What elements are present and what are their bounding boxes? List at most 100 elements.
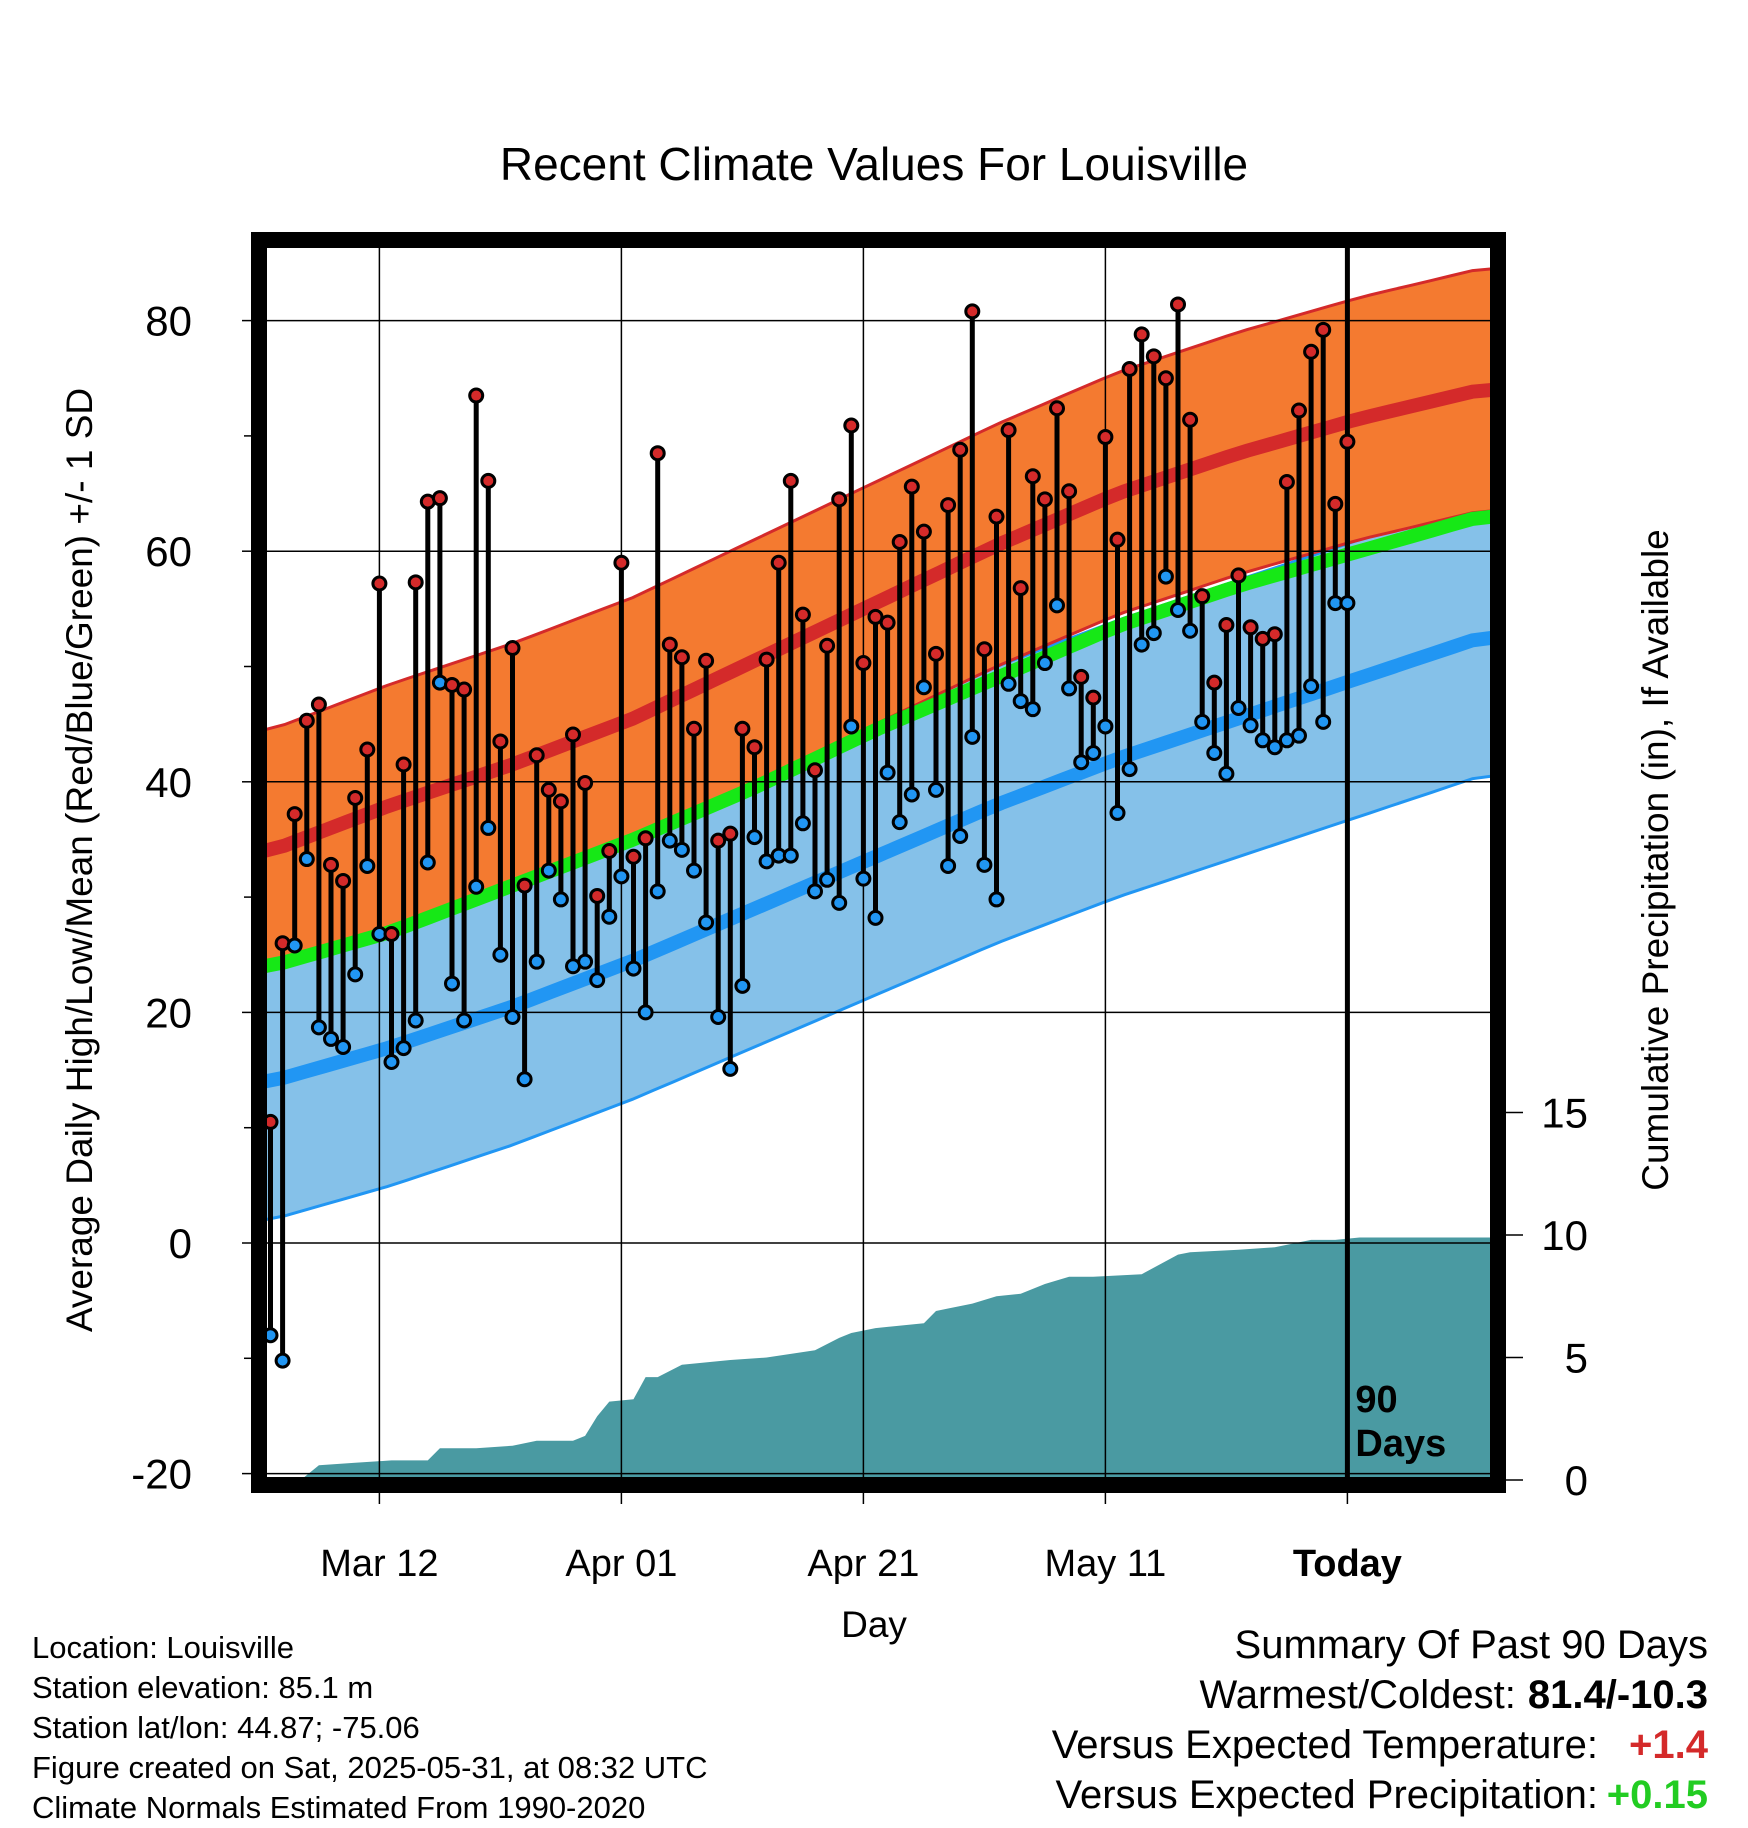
obs-high-point (431, 490, 448, 507)
obs-high-point (976, 641, 993, 658)
obs-high-point (1339, 433, 1356, 450)
obs-high-point (722, 825, 739, 842)
obs-high-point (686, 720, 702, 737)
obs-high-point (1085, 689, 1102, 706)
obs-low-point (649, 883, 666, 900)
chart-title: Recent Climate Values For Louisville (500, 138, 1248, 190)
obs-high-point (1291, 402, 1307, 419)
obs-low-point (1230, 700, 1247, 717)
obs-low-point (879, 764, 896, 781)
obs-low-point (1109, 804, 1126, 821)
obs-high-point (819, 637, 836, 654)
precip-area (300, 1237, 1493, 1480)
obs-high-point (794, 606, 811, 623)
obs-high-point (468, 387, 485, 404)
obs-high-point (891, 533, 908, 550)
obs-high-point (710, 832, 727, 849)
obs-low-point (1206, 744, 1223, 761)
station-info: Location: Louisville Station elevation: … (32, 1628, 708, 1828)
obs-high-point (1109, 531, 1126, 548)
obs-high-point (782, 472, 799, 489)
obs-low-point (1012, 693, 1029, 710)
obs-low-point (468, 878, 485, 895)
obs-high-point (867, 608, 884, 625)
precip-value: +0.15 (1606, 1773, 1708, 1817)
obs-low-point (891, 814, 908, 831)
obs-low-point (540, 862, 557, 879)
latlon-text: Station lat/lon: 44.87; -75.06 (32, 1710, 420, 1745)
obs-high-point (1303, 343, 1320, 360)
y-axis-right-label: Cumulative Precipitation (in), If Availa… (1635, 529, 1676, 1191)
obs-high-point (347, 789, 364, 806)
obs-low-point (1097, 718, 1114, 735)
obs-low-point (274, 1352, 291, 1369)
obs-low-point (1157, 568, 1174, 585)
obs-high-point (625, 848, 642, 865)
obs-high-point (577, 774, 594, 791)
x-tick-label: Apr 01 (565, 1543, 677, 1585)
obs-low-point (589, 972, 606, 989)
obs-high-point (698, 652, 715, 669)
obs-low-point (843, 718, 860, 735)
obs-high-point (673, 649, 690, 666)
obs-high-point (601, 842, 618, 859)
obs-low-point (1315, 713, 1332, 730)
location-text: Location: Louisville (32, 1630, 294, 1665)
obs-low-point (419, 854, 436, 871)
obs-high-point (589, 887, 606, 904)
obs-low-point (625, 960, 642, 977)
y-tick-label: -20 (131, 1451, 192, 1498)
obs-high-point (1266, 626, 1283, 643)
obs-high-point (1097, 429, 1114, 446)
plot-area (264, 245, 1493, 1480)
obs-low-point (867, 909, 884, 926)
today-days-label: 90 (1355, 1379, 1397, 1421)
obs-low-point (1182, 622, 1199, 639)
obs-high-point (1000, 422, 1017, 439)
obs-high-point (1145, 348, 1162, 365)
obs-low-point (698, 914, 715, 931)
obs-low-point (504, 1009, 521, 1026)
temp-row: Versus Expected Temperature: +1.4 (1052, 1720, 1708, 1770)
obs-high-point (565, 726, 581, 743)
obs-high-point (395, 756, 412, 773)
obs-low-point (1073, 754, 1090, 771)
obs-low-point (1036, 655, 1053, 672)
obs-high-point (492, 733, 509, 750)
obs-high-point (1073, 668, 1090, 685)
obs-low-point (673, 841, 690, 858)
obs-low-point (1121, 761, 1138, 778)
obs-low-point (1266, 739, 1283, 756)
obs-high-point (323, 856, 339, 873)
obs-low-point (298, 851, 315, 868)
obs-high-point (734, 720, 751, 737)
obs-low-point (940, 857, 957, 874)
obs-low-point (746, 829, 763, 846)
y-tick-label: 60 (145, 528, 192, 575)
obs-low-point (516, 1071, 533, 1088)
obs-high-point (516, 877, 533, 894)
obs-high-point (480, 472, 497, 489)
y-tick-label: 0 (169, 1220, 192, 1267)
x-tick-label: Mar 12 (320, 1543, 438, 1585)
obs-low-point (310, 1019, 327, 1036)
obs-high-point (456, 681, 473, 698)
obs-high-point (1242, 619, 1259, 636)
obs-low-point (1145, 625, 1162, 642)
obs-high-point (504, 640, 521, 657)
obs-low-point (964, 728, 981, 745)
obs-low-point (1194, 713, 1211, 730)
obs-low-point (1133, 636, 1150, 653)
x-tick-label: May 11 (1045, 1543, 1167, 1585)
obs-low-point (819, 871, 836, 888)
obs-high-point (879, 614, 896, 631)
y-tick-label: 20 (145, 989, 192, 1036)
obs-low-point (601, 908, 618, 925)
x-tick-label: Apr 21 (807, 1543, 919, 1585)
obs-high-point (371, 575, 388, 592)
obs-high-point (1182, 411, 1199, 428)
obs-high-point (1036, 491, 1053, 508)
obs-high-point (807, 762, 823, 779)
obs-high-point (359, 741, 376, 758)
